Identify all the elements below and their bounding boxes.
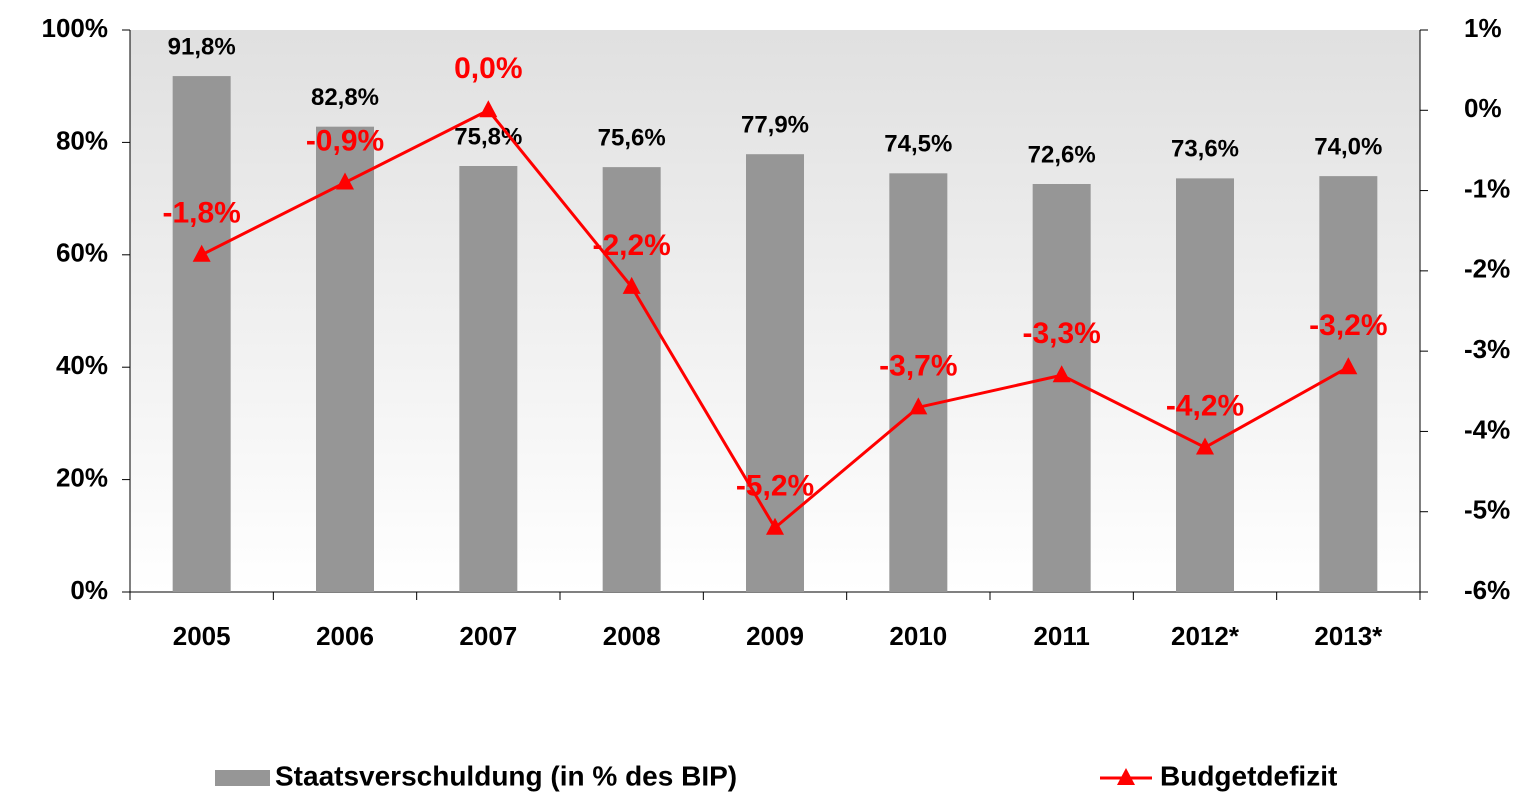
y-tick-label: 80% (56, 125, 108, 155)
bar-value-label: 77,9% (741, 112, 809, 139)
marker (336, 172, 354, 190)
y-tick-label: 20% (56, 462, 108, 492)
line-value-label: -1,8% (162, 197, 240, 230)
x-tick-label: 2006 (316, 621, 374, 651)
y2-tick-label: -3% (1464, 334, 1510, 364)
bar-value-label: 75,8% (454, 123, 522, 150)
x-tick-label: 2013* (1314, 621, 1383, 651)
y2-tick-label: 1% (1464, 13, 1502, 43)
bar-value-label: 73,6% (1171, 136, 1239, 163)
y2-tick-label: -1% (1464, 173, 1510, 203)
bar-value-label: 74,0% (1314, 133, 1382, 160)
line-value-label: -3,2% (1309, 309, 1387, 342)
y2-tick-label: -2% (1464, 254, 1510, 284)
marker (1339, 357, 1358, 375)
bar (316, 126, 374, 592)
y2-tick-label: -4% (1464, 414, 1510, 444)
y2-tick-label: 0% (1464, 93, 1502, 123)
marker (1196, 437, 1214, 455)
bar-value-label: 75,6% (598, 124, 666, 151)
bar (1032, 183, 1091, 592)
line-value-label: -2,2% (592, 229, 670, 262)
bar-value-label: 82,8% (311, 84, 379, 111)
y-tick-label: 0% (70, 575, 108, 605)
line-value-label: 0,0% (454, 52, 522, 85)
bar (1176, 178, 1234, 593)
x-tick-label: 2011 (1033, 621, 1089, 651)
bar-value-label: 91,8% (168, 33, 236, 60)
line-value-label: -3,3% (1022, 317, 1100, 350)
line-value-label: -3,7% (879, 349, 957, 382)
bar-value-label: 72,6% (1028, 141, 1096, 168)
line-value-label: -4,2% (1166, 389, 1244, 422)
marker (909, 397, 928, 415)
x-tick-label: 2012* (1171, 621, 1240, 651)
bar-value-label: 74,5% (884, 131, 952, 158)
legend-marker (1117, 768, 1135, 785)
x-tick-label: 2009 (746, 621, 804, 651)
y2-tick-label: -5% (1464, 495, 1510, 525)
x-tick-label: 2007 (459, 621, 517, 651)
x-tick-label: 2005 (173, 621, 231, 651)
bar (459, 166, 518, 592)
marker (766, 517, 784, 535)
x-tick-label: 2010 (889, 621, 947, 651)
bar (889, 173, 948, 592)
y2-tick-label: -6% (1464, 575, 1510, 605)
bar (1319, 176, 1378, 592)
marker (1052, 365, 1071, 383)
marker (479, 100, 498, 118)
y-tick-label: 60% (56, 238, 108, 268)
legend-swatch (215, 770, 270, 786)
x-tick-label: 2008 (603, 621, 661, 651)
legend-label: Staatsverschuldung (in % des BIP) (275, 760, 737, 791)
bar (172, 76, 231, 593)
marker (622, 276, 641, 294)
line-value-label: -0,9% (306, 124, 384, 157)
line-value-label: -5,2% (736, 470, 814, 503)
y-tick-label: 40% (56, 350, 108, 380)
y-tick-label: 100% (42, 13, 109, 43)
bar (602, 167, 661, 593)
legend-label: Budgetdefizit (1160, 760, 1337, 791)
marker (192, 244, 211, 262)
